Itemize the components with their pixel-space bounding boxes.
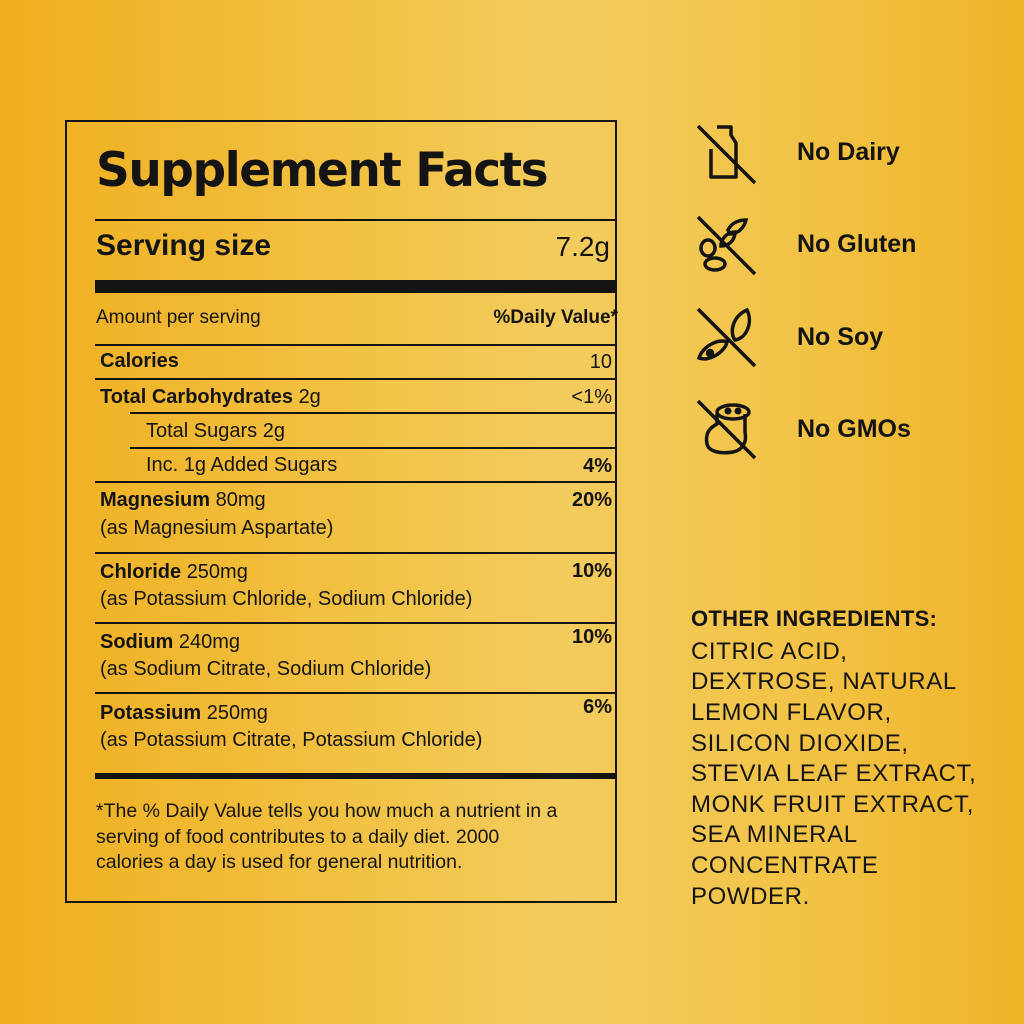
ingredient-line: POWDER. [691, 883, 810, 910]
calories-label: Calories [100, 350, 179, 372]
row-sodium: Sodium 240mg [100, 631, 240, 654]
nutrient-name: Magnesium [100, 489, 211, 511]
row-total-carbohydrates: Total Carbohydrates 2g [100, 386, 321, 409]
row-total-sugars: Total Sugars 2g [146, 420, 285, 442]
chloride-dv: 10% [571, 560, 612, 582]
row-chloride: Chloride 250mg [100, 561, 248, 584]
divider [130, 412, 615, 414]
ingredient-line: DEXTROSE, NATURAL [691, 668, 957, 695]
serving-size-label: Serving size [96, 229, 272, 262]
divider [95, 622, 615, 624]
divider [95, 552, 615, 554]
row-magnesium: Magnesium 80mg [100, 489, 266, 512]
carbs-dv: <1% [571, 386, 612, 408]
ingredient-line: CITRIC ACID, [691, 638, 848, 665]
divider [95, 692, 615, 694]
no-gmo-icon [696, 399, 757, 460]
potassium-dv: 6% [583, 696, 612, 718]
sodium-source: (as Sodium Citrate, Sodium Chloride) [100, 658, 432, 680]
ingredient-line: SILICON DIOXIDE, [691, 730, 909, 757]
serving-size-value: 7.2g [555, 231, 611, 262]
nutrient-amount: 250mg [186, 561, 248, 583]
row-potassium: Potassium 250mg [100, 702, 268, 725]
nutrient-name: Potassium [100, 702, 202, 724]
ingredient-line: STEVIA LEAF EXTRACT, [691, 760, 977, 787]
nutrient-name: Sodium [100, 631, 174, 653]
divider [95, 481, 615, 483]
ingredient-line: MONK FRUIT EXTRACT, [691, 791, 974, 818]
row-added-sugars: Inc. 1g Added Sugars [146, 454, 338, 476]
no-dairy-icon [696, 124, 757, 185]
no-soy-icon [696, 307, 757, 368]
potassium-source: (as Potassium Citrate, Potassium Chlorid… [100, 729, 483, 751]
ingredient-line: LEMON FLAVOR, [691, 699, 892, 726]
claim-no-soy: No Soy [797, 323, 884, 351]
nutrient-amount: 2g [298, 386, 321, 408]
divider [95, 378, 615, 380]
nutrient-amount: 240mg [178, 631, 241, 653]
calories-value: 10 [589, 351, 612, 373]
ingredient-line: CONCENTRATE [691, 852, 879, 879]
magnesium-source: (as Magnesium Aspartate) [100, 517, 334, 539]
divider [130, 447, 615, 449]
divider [95, 344, 615, 346]
sodium-dv: 10% [571, 626, 612, 648]
no-gluten-icon [696, 215, 757, 276]
divider [95, 219, 615, 221]
added-sugars-dv: 4% [583, 455, 612, 477]
thick-divider [95, 280, 615, 293]
daily-value-header: %Daily Value* [493, 307, 618, 328]
claim-no-gmos: No GMOs [797, 415, 911, 443]
thick-divider [95, 773, 615, 779]
footnote-line: calories a day is used for general nutri… [96, 851, 463, 873]
panel-title: Supplement Facts [96, 143, 549, 198]
nutrient-amount: 250mg [206, 702, 268, 724]
nutrient-name: Total Carbohydrates [100, 386, 293, 408]
nutrient-amount: 80mg [215, 489, 266, 511]
supplement-facts-panel [65, 120, 617, 903]
nutrient-name: Chloride [100, 561, 182, 583]
claim-no-dairy: No Dairy [797, 138, 900, 166]
magnesium-dv: 20% [571, 489, 612, 511]
footnote-line: serving of food contributes to a daily d… [96, 826, 500, 848]
other-ingredients-heading: OTHER INGREDIENTS: [691, 606, 938, 631]
claim-no-gluten: No Gluten [797, 230, 917, 258]
amount-per-serving: Amount per serving [96, 307, 261, 328]
ingredient-line: SEA MINERAL [691, 821, 858, 848]
chloride-source: (as Potassium Chloride, Sodium Chloride) [100, 588, 473, 610]
footnote-line: *The % Daily Value tells you how much a … [96, 800, 558, 822]
